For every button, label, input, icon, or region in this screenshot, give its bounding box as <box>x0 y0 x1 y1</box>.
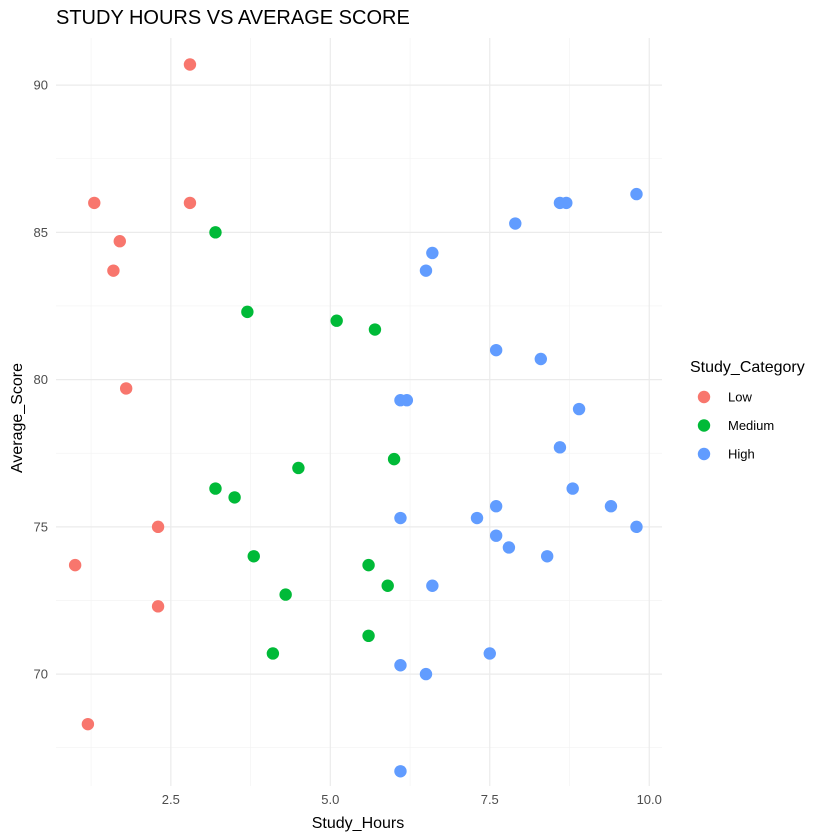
data-point-low <box>151 600 165 613</box>
data-point-high <box>394 765 407 778</box>
data-point-high <box>630 520 643 534</box>
legend: Study_Category Low Medium High <box>690 359 805 462</box>
data-point-high <box>489 343 503 357</box>
data-point-high <box>572 402 586 416</box>
y-axis-title: Average_Score <box>9 363 26 473</box>
data-point-high <box>426 246 439 260</box>
data-point-low <box>151 520 165 534</box>
data-point-high <box>426 579 439 592</box>
data-point-medium <box>209 226 222 239</box>
data-point-medium <box>330 314 343 327</box>
y-tick-label: 85 <box>34 225 48 240</box>
chart-title: STUDY HOURS VS AVERAGE SCORE <box>56 7 410 29</box>
data-point-high <box>553 441 567 454</box>
x-axis-tick-labels: 2.5 5.0 7.5 10.0 <box>162 792 662 807</box>
data-point-high <box>604 500 618 513</box>
data-point-high <box>489 529 503 542</box>
data-point-medium <box>247 550 260 563</box>
data-point-low <box>113 234 126 248</box>
data-point-medium <box>362 558 375 572</box>
y-tick-label: 90 <box>34 78 48 93</box>
data-point-medium <box>387 452 401 466</box>
legend-label-low: Low <box>728 390 752 405</box>
legend-key-low <box>697 390 711 404</box>
data-point-low <box>81 717 95 731</box>
data-point-medium <box>292 461 305 475</box>
legend-label-high: High <box>728 447 755 462</box>
data-point-high <box>630 187 643 201</box>
data-point-high <box>502 541 516 554</box>
legend-label-medium: Medium <box>728 418 774 433</box>
data-point-low <box>119 382 133 395</box>
data-point-medium <box>241 305 254 319</box>
x-axis-title: Study_Hours <box>312 815 405 832</box>
data-point-low <box>68 558 82 572</box>
data-point-low <box>183 58 197 71</box>
data-point-high <box>419 264 433 277</box>
legend-title: Study_Category <box>690 359 805 376</box>
x-tick-label: 5.0 <box>321 792 339 807</box>
data-point-high <box>566 482 579 495</box>
data-point-low <box>88 196 101 210</box>
legend-key-medium <box>697 419 711 432</box>
data-point-high <box>534 352 547 366</box>
data-point-low <box>183 196 197 210</box>
data-point-medium <box>362 629 375 643</box>
x-tick-label: 2.5 <box>162 792 180 807</box>
legend-key-high <box>697 447 711 461</box>
data-point-medium <box>228 491 241 504</box>
data-point-low <box>107 264 120 277</box>
data-point-high <box>540 550 554 563</box>
y-axis-tick-labels: 70 75 80 85 90 <box>34 78 48 682</box>
data-point-high <box>509 217 522 230</box>
data-point-medium <box>368 323 382 336</box>
y-tick-label: 75 <box>34 519 48 534</box>
x-tick-label: 7.5 <box>481 792 499 807</box>
data-points <box>68 58 643 778</box>
data-point-high <box>419 667 433 681</box>
data-point-high <box>394 659 407 672</box>
data-point-medium <box>381 579 394 592</box>
data-point-high <box>483 647 496 660</box>
legend-items: Low Medium High <box>697 390 774 462</box>
data-point-high <box>560 196 573 210</box>
data-point-medium <box>279 588 292 601</box>
x-tick-label: 10.0 <box>637 792 662 807</box>
major-gridlines <box>56 38 662 786</box>
data-point-medium <box>209 482 222 495</box>
data-point-high <box>489 500 503 513</box>
y-tick-label: 80 <box>34 372 48 387</box>
data-point-high <box>400 394 414 407</box>
data-point-high <box>394 511 407 525</box>
data-point-medium <box>266 647 280 660</box>
y-tick-label: 70 <box>34 667 48 682</box>
data-point-high <box>470 511 484 525</box>
